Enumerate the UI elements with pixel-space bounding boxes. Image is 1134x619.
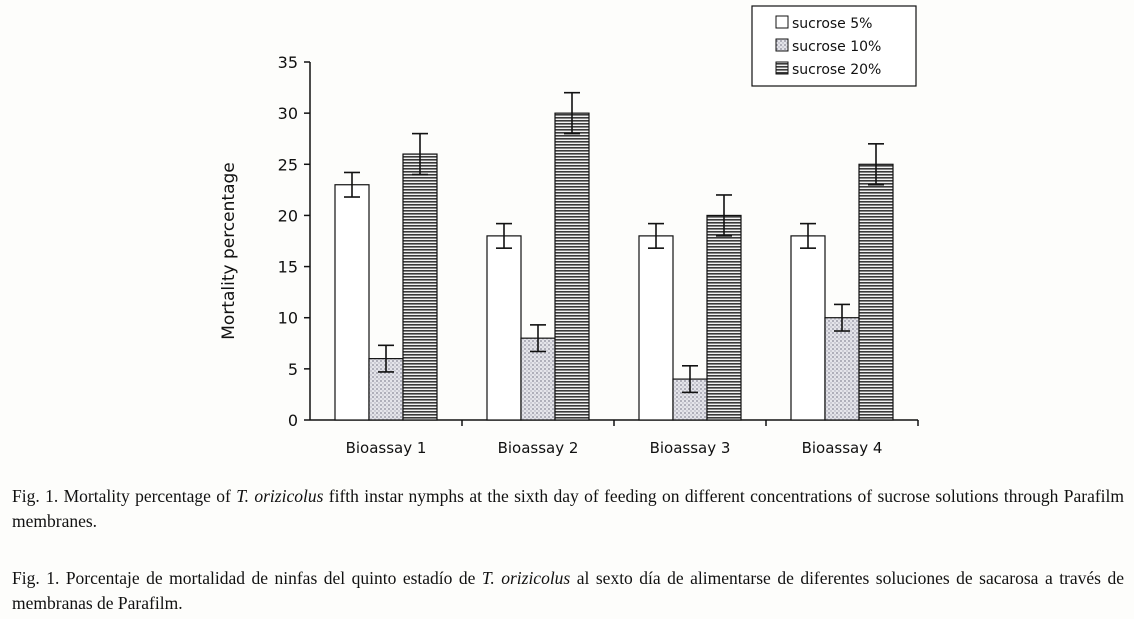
y-axis-title: Mortality percentage <box>219 162 239 340</box>
x-category-label: Bioassay 3 <box>650 439 731 457</box>
bar <box>824 317 860 421</box>
bar <box>790 235 826 421</box>
x-category-label: Bioassay 1 <box>346 439 427 457</box>
caption-es-text-start: Fig. 1. Porcentaje de mortalidad de ninf… <box>12 568 482 588</box>
bar <box>706 214 742 421</box>
bar <box>554 112 590 421</box>
legend-swatch <box>775 61 789 75</box>
caption-en-species: T. orizicolus <box>236 486 324 506</box>
legend-swatch <box>775 15 789 29</box>
bar-chart: 0 5 10 15 20 25 30 35 Mortality percentage Bioass… <box>219 5 919 457</box>
legend-entry: sucrose 20% <box>792 62 881 78</box>
caption-spanish: Fig. 1. Porcentaje de mortalidad de ninf… <box>12 566 1124 616</box>
y-tick-label: 20 <box>278 206 298 225</box>
bar <box>486 235 522 421</box>
caption-es-species: T. orizicolus <box>481 568 571 588</box>
y-tick-label: 35 <box>278 53 298 72</box>
caption-es-text-end: al sexto día de alimentarse de diferente… <box>12 568 1124 613</box>
y-tick-label: 15 <box>278 258 298 277</box>
y-tick-label: 0 <box>288 411 298 430</box>
caption-english: Fig. 1. Mortality percentage of T. orizi… <box>12 484 1124 534</box>
y-tick-label: 25 <box>278 155 298 174</box>
legend-swatch <box>775 38 789 52</box>
axes: 0 5 10 15 20 25 30 35 Mortality percentage Bioass… <box>219 53 919 457</box>
caption-en-text-start: Fig. 1. Mortality percentage of <box>12 486 237 506</box>
caption-en-text-end: fifth instar nymphs at the sixth day of … <box>12 486 1124 531</box>
x-category-label: Bioassay 4 <box>802 439 883 457</box>
bar <box>334 184 370 421</box>
bar <box>638 235 674 421</box>
bar <box>858 163 894 421</box>
x-category-label: Bioassay 2 <box>498 439 579 457</box>
bar <box>402 153 438 421</box>
y-tick-label: 10 <box>278 309 298 328</box>
y-tick-label: 30 <box>278 104 298 123</box>
bars <box>334 91 894 421</box>
legend-entry: sucrose 10% <box>792 39 881 55</box>
y-tick-label: 5 <box>288 360 298 379</box>
legend-entry: sucrose 5% <box>792 16 872 32</box>
legend: sucrose 5% sucrose 10% sucrose 20% <box>751 5 917 87</box>
